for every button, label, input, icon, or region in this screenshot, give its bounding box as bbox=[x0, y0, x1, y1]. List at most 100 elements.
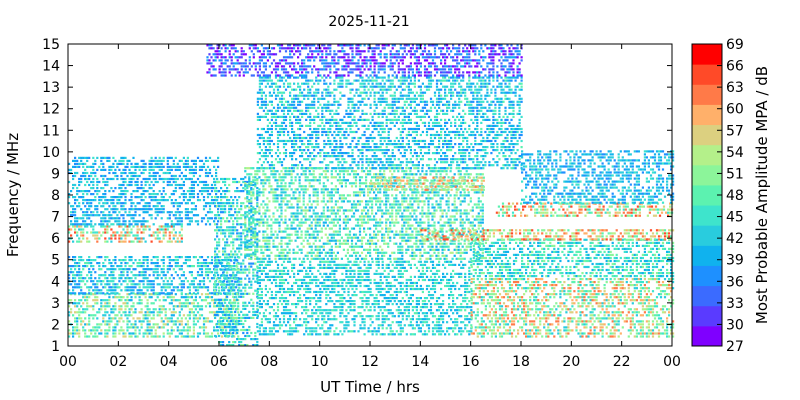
heatmap-cell bbox=[138, 280, 141, 283]
heatmap-cell bbox=[387, 242, 390, 245]
heatmap-cell bbox=[168, 165, 171, 168]
heatmap-cell bbox=[385, 251, 388, 254]
heatmap-cell bbox=[427, 212, 430, 215]
heatmap-cell bbox=[156, 214, 159, 217]
heatmap-cell bbox=[352, 170, 356, 173]
heatmap-cell bbox=[118, 280, 121, 283]
heatmap-cell bbox=[168, 217, 171, 220]
heatmap-cell bbox=[156, 231, 159, 234]
heatmap-cell bbox=[463, 248, 466, 251]
heatmap-cell bbox=[216, 325, 219, 329]
heatmap-cell bbox=[250, 257, 253, 260]
heatmap-cell bbox=[224, 196, 227, 199]
heatmap-cell bbox=[150, 234, 153, 237]
heatmap-cell bbox=[238, 247, 241, 250]
heatmap-cell bbox=[280, 236, 283, 239]
heatmap-cell bbox=[332, 194, 335, 197]
heatmap-cell bbox=[88, 199, 91, 202]
heatmap-cell bbox=[248, 218, 251, 221]
heatmap-cell bbox=[208, 202, 212, 205]
heatmap-cell bbox=[244, 188, 247, 191]
heatmap-cell bbox=[164, 199, 167, 202]
heatmap-cell bbox=[254, 313, 257, 316]
heatmap-cell bbox=[248, 310, 251, 313]
heatmap-cell bbox=[358, 227, 362, 230]
heatmap-cell bbox=[240, 223, 243, 226]
heatmap-cell bbox=[226, 271, 229, 274]
heatmap-cell bbox=[276, 218, 279, 221]
heatmap-cell bbox=[266, 233, 269, 236]
heatmap-cell bbox=[314, 200, 317, 203]
heatmap-cell bbox=[190, 302, 193, 305]
heatmap-cell bbox=[72, 259, 75, 262]
heatmap-cell bbox=[128, 265, 131, 268]
heatmap-cell bbox=[136, 234, 139, 237]
heatmap-cell bbox=[306, 251, 309, 254]
heatmap-cell bbox=[162, 305, 165, 308]
heatmap-cell bbox=[230, 217, 233, 220]
heatmap-cell bbox=[439, 215, 442, 218]
heatmap-cell bbox=[186, 256, 189, 259]
heatmap-cell bbox=[439, 230, 442, 233]
heatmap-cell bbox=[82, 202, 85, 205]
heatmap-cell bbox=[332, 239, 335, 242]
heatmap-cell bbox=[186, 293, 189, 296]
heatmap-cell bbox=[126, 159, 129, 162]
heatmap-cell bbox=[308, 194, 311, 197]
heatmap-cell bbox=[154, 199, 157, 202]
heatmap-cell bbox=[232, 253, 235, 256]
heatmap-cell bbox=[230, 304, 233, 307]
heatmap-cell bbox=[146, 308, 149, 311]
heatmap-cell bbox=[186, 302, 189, 305]
heatmap-cell bbox=[232, 286, 235, 289]
heatmap-cell bbox=[80, 174, 83, 178]
heatmap-cell bbox=[80, 277, 83, 280]
heatmap-cell bbox=[310, 251, 313, 254]
heatmap-cell bbox=[226, 280, 229, 283]
heatmap-cell bbox=[138, 274, 141, 277]
heatmap-cell bbox=[411, 194, 414, 197]
heatmap-cell bbox=[318, 176, 321, 179]
heatmap-cell bbox=[224, 190, 227, 193]
heatmap-cell bbox=[276, 182, 279, 185]
heatmap-cell bbox=[200, 308, 204, 311]
heatmap-cell bbox=[254, 238, 257, 241]
heatmap-cell bbox=[190, 168, 193, 171]
heatmap-cell bbox=[196, 320, 200, 323]
heatmap-cell bbox=[292, 194, 295, 197]
heatmap-cell bbox=[395, 242, 398, 245]
heatmap-cell bbox=[188, 308, 191, 311]
heatmap-cell bbox=[282, 230, 285, 233]
heatmap-cell bbox=[230, 319, 233, 322]
heatmap-cell bbox=[104, 265, 107, 268]
heatmap-cell bbox=[80, 208, 83, 211]
heatmap-cell bbox=[120, 305, 123, 308]
heatmap-cell bbox=[419, 173, 422, 176]
heatmap-cell bbox=[453, 203, 456, 206]
heatmap-cell bbox=[395, 215, 398, 218]
heatmap-cell bbox=[94, 302, 97, 305]
heatmap-cell bbox=[373, 191, 376, 194]
heatmap-cell bbox=[332, 230, 335, 233]
heatmap-cell bbox=[142, 177, 145, 181]
heatmap-cell bbox=[379, 209, 382, 212]
heatmap-cell bbox=[352, 227, 356, 230]
heatmap-cell bbox=[130, 208, 133, 211]
heatmap-cell bbox=[168, 302, 171, 305]
heatmap-cell bbox=[148, 174, 151, 178]
heatmap-cell bbox=[120, 174, 123, 178]
heatmap-cell bbox=[74, 286, 77, 289]
heatmap-cell bbox=[338, 170, 341, 173]
heatmap-cell bbox=[172, 177, 175, 181]
heatmap-cell bbox=[196, 223, 200, 226]
heatmap-cell bbox=[132, 326, 135, 329]
heatmap-cell bbox=[216, 214, 219, 217]
heatmap-cell bbox=[134, 180, 137, 184]
heatmap-cell bbox=[314, 191, 317, 194]
heatmap-cell bbox=[104, 293, 107, 296]
heatmap-cell bbox=[220, 187, 223, 190]
heatmap-cell bbox=[387, 227, 390, 230]
heatmap-cell bbox=[188, 292, 191, 295]
heatmap-cell bbox=[318, 218, 321, 221]
heatmap-cell bbox=[308, 236, 311, 239]
